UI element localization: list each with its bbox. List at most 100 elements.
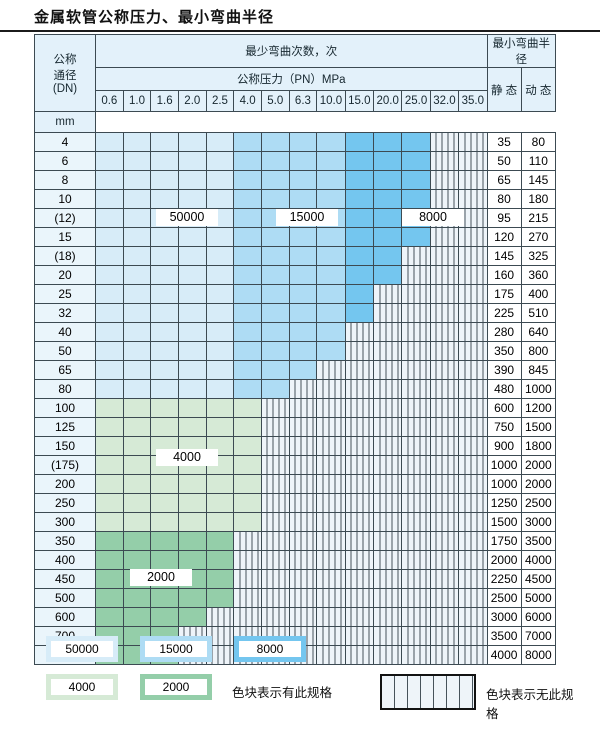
spec-cell <box>372 417 403 437</box>
spec-cell <box>122 379 152 399</box>
spec-cell <box>205 493 235 513</box>
spec-cell <box>372 493 403 513</box>
spec-cell <box>458 398 488 418</box>
dn-cell: 4 <box>34 132 96 152</box>
spec-cell <box>316 322 346 342</box>
spec-cell <box>344 303 375 323</box>
spec-cell <box>288 265 318 285</box>
dynamic-radius-cell: 110 <box>520 151 557 171</box>
static-radius-cell: 480 <box>486 379 522 399</box>
spec-cell <box>260 455 290 475</box>
static-radius-cell: 120 <box>486 227 522 247</box>
spec-cell <box>122 170 152 190</box>
spec-cell <box>344 626 375 646</box>
spec-cell <box>344 531 375 551</box>
spec-cell <box>122 455 152 475</box>
spec-cell <box>150 607 179 627</box>
legend: 50000 15000 8000 4000 2000 色块表示有此规格 色块表示无此规格 <box>34 634 574 734</box>
spec-cell <box>372 151 403 171</box>
spec-cell <box>372 246 403 266</box>
spec-cell <box>177 227 207 247</box>
legend-chip-8000: 8000 <box>234 636 306 662</box>
dn-cell: 65 <box>34 360 96 380</box>
spec-cell <box>458 455 488 475</box>
spec-cell <box>177 398 207 418</box>
spec-cell <box>95 227 124 247</box>
spec-cell <box>177 151 207 171</box>
spec-cell <box>150 379 179 399</box>
spec-cell <box>150 227 179 247</box>
spec-cell <box>458 436 488 456</box>
spec-cell <box>288 417 318 437</box>
legend-chip-2000: 2000 <box>140 674 212 700</box>
static-radius-cell: 750 <box>486 417 522 437</box>
spec-cell <box>233 493 262 513</box>
static-header: 静 态 <box>486 67 522 112</box>
table-row: 8 65 145 <box>34 170 557 190</box>
spec-cell <box>233 588 262 608</box>
spec-cell <box>372 607 403 627</box>
spec-cell <box>233 341 262 361</box>
table-row: 450 2250 4500 <box>34 569 557 589</box>
spec-cell <box>233 512 262 532</box>
spec-cell <box>401 170 431 190</box>
static-radius-cell: 2000 <box>486 550 522 570</box>
spec-cell <box>205 531 235 551</box>
spec-cell <box>122 189 152 209</box>
spec-cell <box>205 398 235 418</box>
spec-cell <box>122 607 152 627</box>
spec-cell <box>233 436 262 456</box>
spec-cell <box>401 322 431 342</box>
spec-cell <box>401 189 431 209</box>
table-row: 50 350 800 <box>34 341 557 361</box>
spec-cell <box>316 512 346 532</box>
spec-cell <box>150 550 179 570</box>
title-divider <box>0 30 600 32</box>
dynamic-radius-cell: 510 <box>520 303 557 323</box>
spec-cell <box>205 341 235 361</box>
spec-cell <box>205 322 235 342</box>
spec-cell <box>288 284 318 304</box>
spec-cell <box>458 360 488 380</box>
spec-cell <box>177 265 207 285</box>
spec-cell <box>233 379 262 399</box>
page-title: 金属软管公称压力、最小弯曲半径 <box>34 8 275 26</box>
legend-none-note: 色块表示无此规格 <box>486 688 574 721</box>
spec-cell <box>344 379 375 399</box>
spec-cell <box>288 550 318 570</box>
static-radius-cell: 1750 <box>486 531 522 551</box>
pn-column-header-5: 2.5 <box>205 90 235 112</box>
spec-cell <box>205 379 235 399</box>
dn-cell: 100 <box>34 398 96 418</box>
spec-cell <box>429 227 460 247</box>
spec-cell <box>288 436 318 456</box>
spec-cell <box>316 398 346 418</box>
static-radius-cell: 600 <box>486 398 522 418</box>
dynamic-radius-cell: 1200 <box>520 398 557 418</box>
table-row: 150 900 1800 <box>34 436 557 456</box>
spec-cell <box>150 170 179 190</box>
spec-cell <box>372 170 403 190</box>
spec-cell <box>205 474 235 494</box>
spec-cell <box>150 189 179 209</box>
dn-cell: 6 <box>34 151 96 171</box>
dynamic-radius-cell: 2000 <box>520 455 557 475</box>
spec-cell <box>150 512 179 532</box>
dynamic-radius-cell: 2500 <box>520 493 557 513</box>
static-radius-cell: 35 <box>486 132 522 152</box>
spec-cell <box>205 284 235 304</box>
spec-cell <box>288 379 318 399</box>
spec-cell <box>372 322 403 342</box>
spec-cell <box>316 303 346 323</box>
static-radius-cell: 80 <box>486 189 522 209</box>
spec-cell <box>458 645 488 665</box>
spec-cell <box>95 588 124 608</box>
static-radius-cell: 4000 <box>486 645 522 665</box>
spec-cell <box>288 455 318 475</box>
pn-header: 公称压力（PN）MPa <box>95 67 488 91</box>
table-row: 65 390 845 <box>34 360 557 380</box>
spec-cell <box>316 189 346 209</box>
spec-cell <box>288 227 318 247</box>
spec-cell <box>458 265 488 285</box>
spec-cell <box>122 303 152 323</box>
